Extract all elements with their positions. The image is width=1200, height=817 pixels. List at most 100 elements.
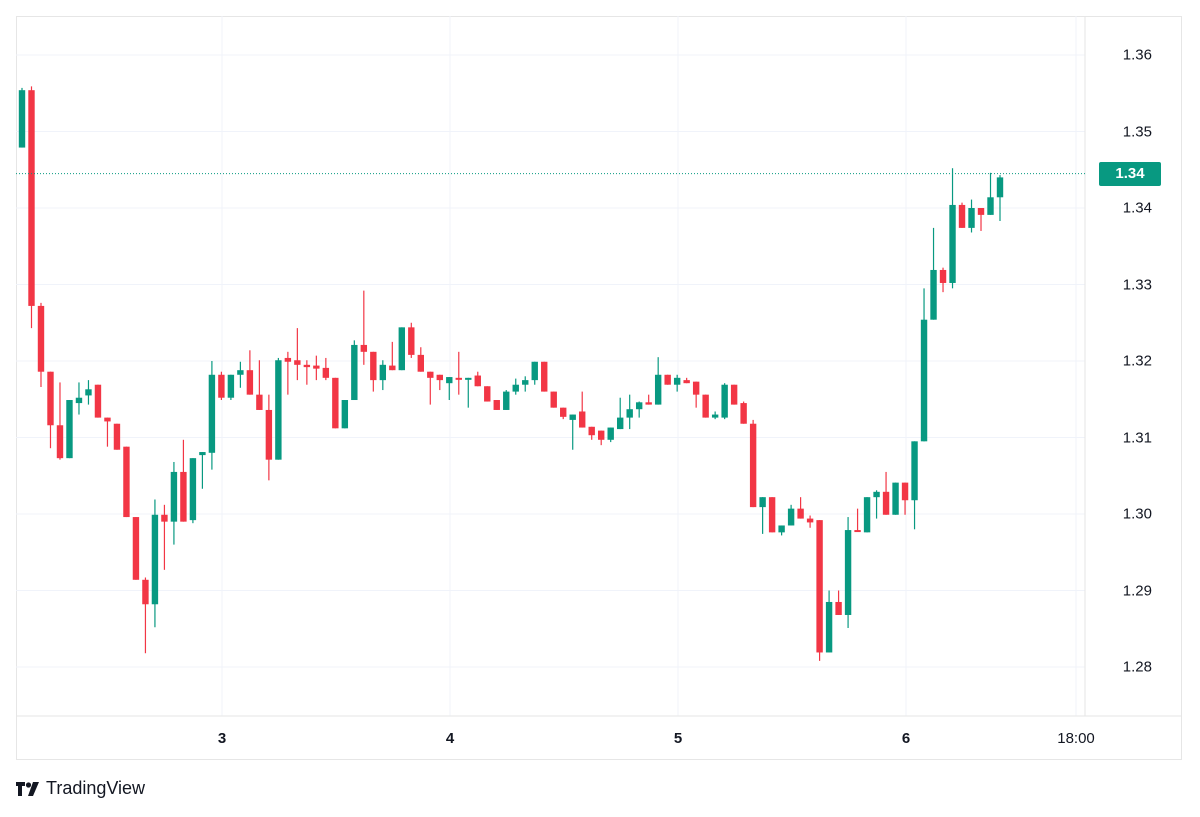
candle[interactable] bbox=[882, 471, 890, 515]
candle[interactable] bbox=[85, 380, 92, 405]
candle[interactable] bbox=[94, 384, 102, 418]
candle[interactable] bbox=[607, 427, 614, 443]
candle[interactable] bbox=[920, 288, 928, 442]
candle[interactable] bbox=[275, 357, 282, 460]
tradingview-logo[interactable]: TradingView bbox=[16, 778, 145, 799]
candle[interactable] bbox=[616, 397, 624, 430]
candle[interactable] bbox=[256, 360, 263, 410]
candle[interactable] bbox=[683, 377, 690, 384]
candle[interactable] bbox=[835, 590, 842, 615]
candle[interactable] bbox=[702, 394, 709, 418]
candle[interactable] bbox=[161, 504, 168, 570]
candle[interactable] bbox=[66, 400, 73, 459]
candle[interactable] bbox=[56, 382, 64, 460]
candle[interactable] bbox=[550, 391, 557, 408]
candle[interactable] bbox=[408, 322, 415, 358]
candle[interactable] bbox=[389, 341, 396, 371]
candle[interactable] bbox=[332, 377, 339, 429]
candle[interactable] bbox=[654, 357, 662, 405]
candle[interactable] bbox=[512, 378, 519, 395]
candle[interactable] bbox=[104, 417, 111, 447]
candle[interactable] bbox=[825, 590, 833, 653]
candle[interactable] bbox=[560, 407, 567, 420]
candle[interactable] bbox=[446, 377, 453, 401]
candle[interactable] bbox=[142, 577, 149, 654]
candle[interactable] bbox=[645, 394, 652, 405]
candle[interactable] bbox=[417, 347, 424, 372]
candle[interactable] bbox=[740, 401, 747, 424]
candle[interactable] bbox=[930, 227, 937, 320]
candle[interactable] bbox=[75, 382, 83, 415]
candle[interactable] bbox=[208, 361, 216, 470]
candle[interactable] bbox=[939, 267, 947, 293]
candle[interactable] bbox=[180, 439, 187, 522]
candle[interactable] bbox=[522, 376, 529, 392]
candle[interactable] bbox=[787, 504, 795, 526]
candle[interactable] bbox=[806, 515, 814, 528]
candle[interactable] bbox=[531, 361, 538, 385]
candle[interactable] bbox=[370, 351, 377, 392]
candle[interactable] bbox=[503, 390, 510, 410]
candle[interactable] bbox=[759, 497, 766, 534]
candle[interactable] bbox=[626, 394, 633, 430]
candle[interactable] bbox=[436, 374, 443, 391]
candle[interactable] bbox=[351, 340, 358, 401]
candle[interactable] bbox=[588, 426, 595, 440]
candle[interactable] bbox=[284, 351, 292, 395]
candle[interactable] bbox=[303, 360, 311, 385]
candle[interactable] bbox=[996, 175, 1004, 222]
candle[interactable] bbox=[322, 357, 330, 381]
candle[interactable] bbox=[797, 497, 804, 519]
candle[interactable] bbox=[635, 401, 643, 418]
candle[interactable] bbox=[598, 430, 605, 446]
candle[interactable] bbox=[987, 172, 994, 215]
candle[interactable] bbox=[474, 371, 481, 387]
candle[interactable] bbox=[768, 497, 776, 533]
candle[interactable] bbox=[968, 199, 975, 233]
candle[interactable] bbox=[113, 423, 121, 450]
candle[interactable] bbox=[294, 328, 301, 381]
candle[interactable] bbox=[673, 374, 681, 392]
candle[interactable] bbox=[977, 208, 985, 231]
candle[interactable] bbox=[123, 446, 130, 518]
candle[interactable] bbox=[493, 400, 500, 410]
candle[interactable] bbox=[360, 290, 368, 365]
candle[interactable] bbox=[854, 508, 861, 533]
candle[interactable] bbox=[949, 168, 956, 289]
candle[interactable] bbox=[579, 391, 586, 428]
candle[interactable] bbox=[170, 461, 178, 545]
candle[interactable] bbox=[958, 202, 966, 228]
candle[interactable] bbox=[569, 414, 576, 450]
candle[interactable] bbox=[692, 381, 700, 408]
candle[interactable] bbox=[541, 361, 548, 392]
candle[interactable] bbox=[778, 525, 785, 536]
candle[interactable] bbox=[313, 355, 320, 381]
candle[interactable] bbox=[37, 302, 45, 388]
candle[interactable] bbox=[465, 377, 472, 408]
candle[interactable] bbox=[844, 517, 852, 628]
candle[interactable] bbox=[427, 371, 434, 405]
candle[interactable] bbox=[484, 386, 491, 402]
candle[interactable] bbox=[189, 458, 197, 524]
candle[interactable] bbox=[199, 452, 206, 489]
candle[interactable] bbox=[47, 371, 54, 449]
candle[interactable] bbox=[218, 371, 225, 401]
candle[interactable] bbox=[911, 441, 918, 530]
candle[interactable] bbox=[227, 374, 235, 401]
candle[interactable] bbox=[246, 350, 254, 395]
candle[interactable] bbox=[816, 520, 823, 661]
candle[interactable] bbox=[892, 482, 899, 515]
candle[interactable] bbox=[721, 383, 728, 420]
candle[interactable] bbox=[341, 400, 349, 429]
candle[interactable] bbox=[901, 482, 909, 515]
candle[interactable] bbox=[455, 351, 462, 395]
candle[interactable] bbox=[749, 419, 757, 508]
candle[interactable] bbox=[132, 517, 140, 580]
candle[interactable] bbox=[873, 490, 880, 519]
candle[interactable] bbox=[711, 411, 719, 420]
candle[interactable] bbox=[237, 361, 244, 388]
candle[interactable] bbox=[863, 497, 871, 533]
candle[interactable] bbox=[265, 394, 273, 481]
candle[interactable] bbox=[664, 374, 671, 385]
candle[interactable] bbox=[730, 384, 738, 405]
